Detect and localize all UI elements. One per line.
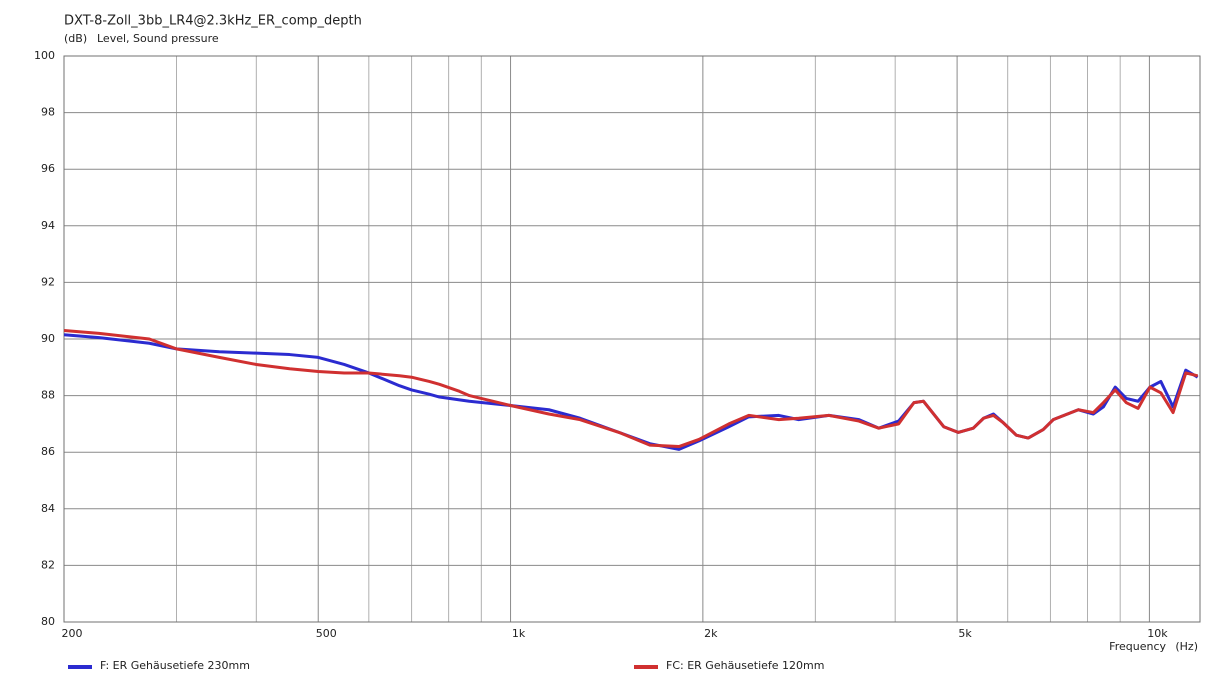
y-unit: (dB) bbox=[64, 32, 87, 45]
x-tick-label: 5k bbox=[958, 627, 972, 640]
y-tick-label: 100 bbox=[34, 49, 55, 62]
y-tick-label: 84 bbox=[41, 502, 55, 515]
y-tick-label: 82 bbox=[41, 558, 55, 571]
y-tick-label: 90 bbox=[41, 332, 55, 345]
y-tick-label: 86 bbox=[41, 445, 55, 458]
y-tick-label: 92 bbox=[41, 275, 55, 288]
legend-label: FC: ER Gehäusetiefe 120mm bbox=[666, 659, 824, 672]
y-axis-label: Level, Sound pressure bbox=[97, 32, 219, 45]
x-axis-label: Frequency bbox=[1109, 640, 1166, 653]
chart-title: DXT-8-Zoll_3bb_LR4@2.3kHz_ER_comp_depth bbox=[64, 14, 362, 29]
y-tick-label: 98 bbox=[41, 106, 55, 119]
x-unit: (Hz) bbox=[1175, 640, 1198, 653]
y-tick-label: 96 bbox=[41, 162, 55, 175]
x-tick-label: 200 bbox=[62, 627, 83, 640]
plot-border bbox=[63, 55, 1201, 623]
legend-label: F: ER Gehäusetiefe 230mm bbox=[100, 659, 250, 672]
x-tick-label: 10k bbox=[1147, 627, 1168, 640]
x-tick-label: 500 bbox=[316, 627, 337, 640]
y-tick-label: 88 bbox=[41, 389, 55, 402]
y-tick-label: 94 bbox=[41, 219, 55, 232]
x-tick-label: 1k bbox=[512, 627, 526, 640]
series-line bbox=[63, 329, 1199, 449]
y-tick-label: 80 bbox=[41, 615, 55, 628]
x-tick-label: 2k bbox=[704, 627, 718, 640]
